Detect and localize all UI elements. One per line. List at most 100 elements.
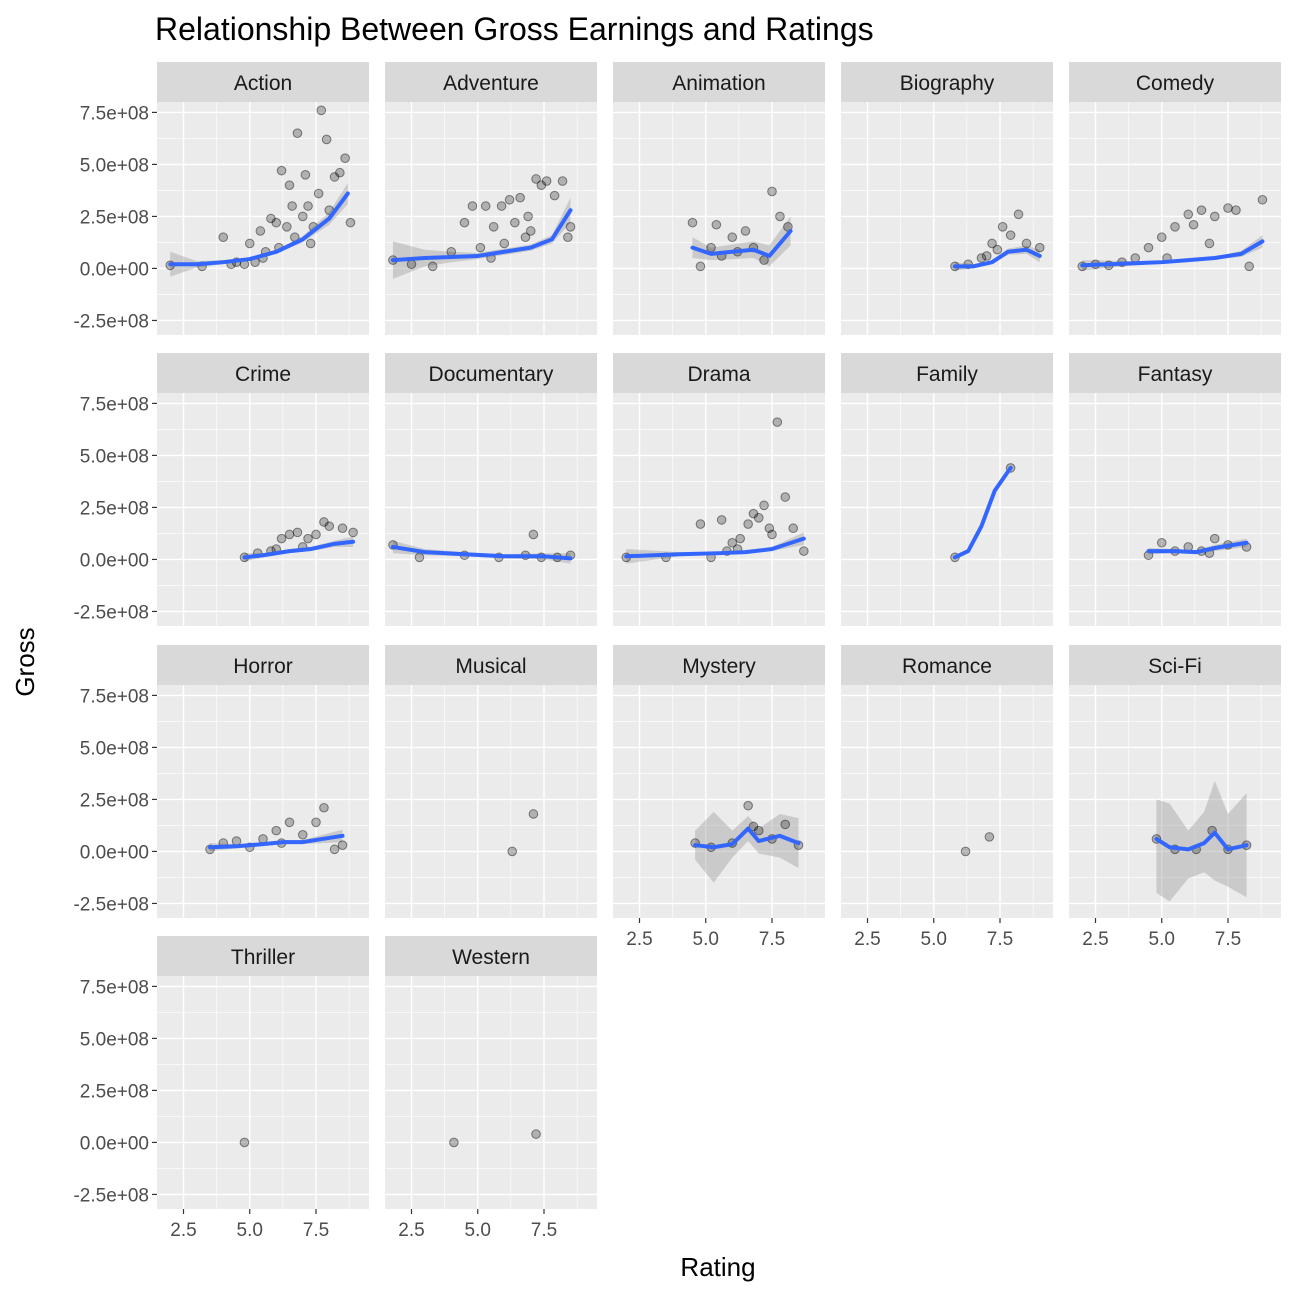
- data-point: [348, 527, 358, 538]
- data-point: [557, 176, 568, 186]
- smooth-line: [390, 208, 573, 263]
- data-point: [284, 529, 295, 540]
- x-axis-title: Rating: [680, 1252, 755, 1282]
- data-point: [255, 226, 266, 236]
- data-point: [1156, 537, 1167, 548]
- y-tick-label: -2.5e+08: [73, 602, 149, 623]
- data-point: [695, 519, 706, 529]
- panel-background: [613, 685, 825, 918]
- data-point: [292, 527, 303, 538]
- data-point: [743, 800, 753, 811]
- data-point: [329, 172, 340, 182]
- x-tick-label: 7.5: [759, 929, 785, 950]
- data-point: [449, 1137, 459, 1148]
- x-tick-label: 5.0: [693, 929, 719, 950]
- data-point: [706, 242, 716, 253]
- data-point: [337, 840, 348, 850]
- smooth-line: [1146, 540, 1249, 555]
- confidence-band: [695, 811, 799, 883]
- data-point: [335, 167, 345, 178]
- data-point: [305, 238, 316, 249]
- data-point: [1156, 232, 1167, 243]
- panel-background: [157, 976, 369, 1209]
- facet-mystery: Mystery 2.5 5.0 7.5: [613, 645, 825, 950]
- data-point: [520, 232, 531, 243]
- data-point: [300, 170, 311, 180]
- confidence-band: [1156, 780, 1247, 902]
- data-point: [303, 201, 313, 211]
- facet-strip: [385, 936, 597, 976]
- data-point: [753, 513, 764, 523]
- data-point: [488, 222, 499, 232]
- y-tick-label: 2.5e+08: [80, 207, 149, 228]
- smooth-line: [208, 833, 345, 850]
- facet-label: Adventure: [443, 72, 539, 95]
- data-point: [316, 105, 327, 116]
- data-point: [1034, 242, 1045, 253]
- data-point: [239, 1137, 250, 1148]
- data-point: [1231, 205, 1241, 215]
- data-point: [510, 217, 520, 228]
- data-point: [507, 846, 518, 857]
- data-point: [1223, 203, 1233, 213]
- y-tick-label: 2.5e+08: [80, 1081, 149, 1102]
- data-point: [1013, 209, 1024, 220]
- y-tick-label: -2.5e+08: [73, 894, 149, 915]
- x-tick-label: 7.5: [1215, 929, 1241, 950]
- data-point: [1170, 222, 1180, 232]
- data-point: [1130, 253, 1141, 263]
- facet-label: Musical: [455, 655, 526, 678]
- facet-label: Sci-Fi: [1148, 655, 1202, 678]
- facet-label: Drama: [687, 363, 750, 386]
- data-point: [266, 213, 276, 224]
- facet-documentary: Documentary: [385, 353, 597, 626]
- data-point: [276, 165, 287, 176]
- data-point: [284, 180, 295, 191]
- facet-label: Action: [234, 72, 292, 95]
- x-tick-label: 2.5: [626, 929, 652, 950]
- x-tick-label: 2.5: [1082, 929, 1108, 950]
- y-tick-label: 0.0e+00: [80, 1133, 149, 1154]
- y-tick-label: 0.0e+00: [80, 842, 149, 863]
- x-tick-label: 7.5: [987, 929, 1013, 950]
- facet-strip: [613, 62, 825, 102]
- x-tick-label: 7.5: [303, 1220, 329, 1241]
- facet-label: Fantasy: [1138, 363, 1213, 386]
- data-point: [297, 211, 308, 222]
- data-point: [244, 238, 255, 249]
- facet-adventure: Adventure: [385, 62, 597, 335]
- data-point: [748, 508, 759, 519]
- data-point: [695, 261, 706, 272]
- panel-background: [841, 393, 1053, 626]
- data-point: [515, 192, 525, 203]
- panel-background: [385, 102, 597, 335]
- data-point: [311, 817, 321, 828]
- data-point: [735, 533, 746, 544]
- data-point: [981, 251, 992, 261]
- data-point: [284, 817, 295, 828]
- data-point: [748, 821, 759, 832]
- facet-strip: [157, 353, 369, 393]
- data-point: [549, 190, 560, 201]
- data-point: [504, 194, 515, 205]
- data-point: [743, 519, 753, 529]
- data-point: [271, 217, 282, 228]
- facet-strip: [1069, 645, 1281, 685]
- data-point: [496, 201, 507, 211]
- data-point: [297, 829, 308, 840]
- smooth-line: [242, 539, 356, 560]
- data-point: [340, 153, 350, 163]
- data-point: [1209, 211, 1220, 222]
- y-tick-label: 2.5e+08: [80, 498, 149, 519]
- facet-label: Biography: [900, 72, 995, 95]
- data-point: [528, 529, 539, 540]
- data-point: [772, 417, 783, 427]
- x-tick-label: 2.5: [170, 1220, 196, 1241]
- facet-thriller: Thriller -2.5e+08 0.0e+00 2.5e+08 5.0e+08 7.5…: [73, 936, 369, 1241]
- data-point: [218, 232, 229, 243]
- panel-background: [841, 685, 1053, 918]
- data-point: [523, 211, 533, 222]
- data-point: [282, 222, 292, 232]
- y-tick-label: 5.0e+08: [80, 1029, 149, 1050]
